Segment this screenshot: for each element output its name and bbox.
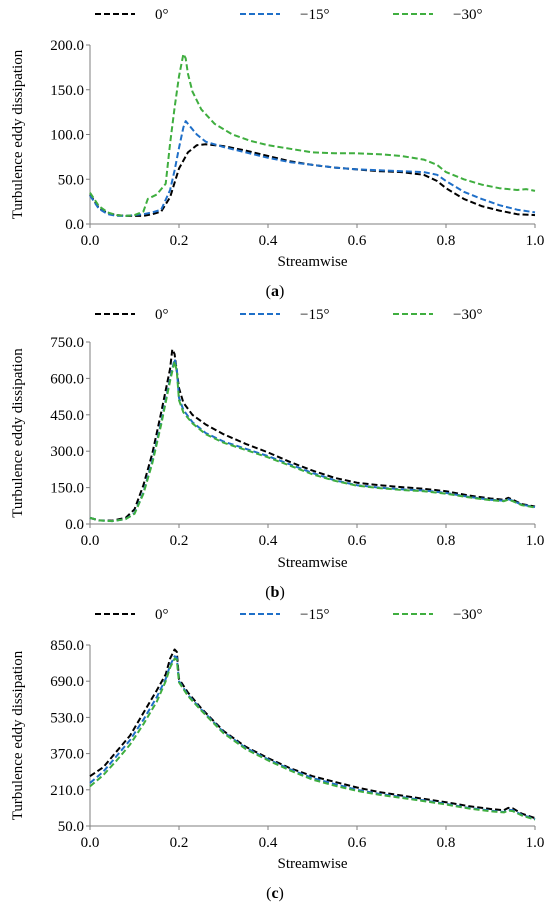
legend-label: 0° bbox=[155, 607, 169, 623]
x-tick-label: 0.4 bbox=[259, 533, 278, 549]
x-tick-label: 0.2 bbox=[170, 233, 189, 249]
x-tick-label: 0.4 bbox=[259, 835, 278, 851]
legend-label: −15° bbox=[300, 307, 329, 323]
y-tick-label: 50.0 bbox=[58, 172, 84, 188]
y-tick-label: 850.0 bbox=[50, 638, 84, 654]
panel-label: (a) bbox=[266, 283, 285, 300]
y-tick-label: 210.0 bbox=[50, 783, 84, 799]
series-line-0 bbox=[89, 348, 536, 522]
y-tick-label: 0.0 bbox=[65, 217, 84, 233]
legend-label: −30° bbox=[453, 7, 482, 23]
series-line-1 bbox=[89, 655, 536, 821]
chart-panel-0: 0° −15° −30° 0.0 0.2 0.4 0.6 0.8 1.0 0.0 50.0 100.0… bbox=[10, 7, 544, 300]
x-tick-label: 0.8 bbox=[437, 835, 456, 851]
y-tick-label: 370.0 bbox=[50, 747, 84, 763]
legend-label: 0° bbox=[155, 7, 169, 23]
series-line-2 bbox=[89, 657, 536, 821]
series-line-2 bbox=[89, 53, 536, 217]
x-tick-label: 0.6 bbox=[348, 233, 367, 249]
y-tick-label: 690.0 bbox=[50, 674, 84, 690]
panel-label: (c) bbox=[266, 885, 284, 902]
y-tick-label: 300.0 bbox=[50, 444, 84, 460]
x-tick-label: 1.0 bbox=[526, 233, 545, 249]
y-tick-label: 750.0 bbox=[50, 335, 84, 351]
x-tick-label: 1.0 bbox=[526, 835, 545, 851]
chart-panel-1: 0° −15° −30° 0.0 0.2 0.4 0.6 0.8 1.0 0.0 150.0 300.… bbox=[10, 307, 544, 601]
y-tick-label: 0.0 bbox=[65, 517, 84, 533]
y-tick-label: 100.0 bbox=[50, 128, 84, 144]
x-tick-label: 0.2 bbox=[170, 835, 189, 851]
x-tick-label: 0.6 bbox=[348, 835, 367, 851]
legend-label: −15° bbox=[300, 7, 329, 23]
y-axis-label: Turbulence eddy dissipation bbox=[10, 650, 26, 820]
legend-label: 0° bbox=[155, 307, 169, 323]
y-tick-label: 530.0 bbox=[50, 710, 84, 726]
y-tick-label: 200.0 bbox=[50, 38, 84, 54]
y-axis-label: Turbulence eddy dissipation bbox=[10, 348, 26, 518]
y-tick-label: 50.0 bbox=[58, 819, 84, 835]
x-tick-label: 0.0 bbox=[81, 835, 100, 851]
x-tick-label: 0.0 bbox=[81, 233, 100, 249]
x-axis-label: Streamwise bbox=[278, 555, 348, 571]
x-axis-label: Streamwise bbox=[278, 856, 348, 872]
y-tick-label: 600.0 bbox=[50, 371, 84, 387]
x-tick-label: 0.8 bbox=[437, 533, 456, 549]
x-tick-label: 0.8 bbox=[437, 233, 456, 249]
y-tick-label: 150.0 bbox=[50, 481, 84, 497]
x-tick-label: 0.4 bbox=[259, 233, 278, 249]
legend-label: −15° bbox=[300, 607, 329, 623]
x-tick-label: 1.0 bbox=[526, 533, 545, 549]
series-line-1 bbox=[89, 358, 536, 523]
series-line-0 bbox=[89, 648, 536, 820]
chart-panel-2: 0° −15° −30° 0.0 0.2 0.4 0.6 0.8 1.0 50.0 210.0 370… bbox=[10, 607, 544, 902]
series-line-2 bbox=[89, 360, 536, 523]
legend-label: −30° bbox=[453, 307, 482, 323]
legend-label: −30° bbox=[453, 607, 482, 623]
x-axis-label: Streamwise bbox=[278, 254, 348, 270]
y-tick-label: 150.0 bbox=[50, 83, 84, 99]
y-tick-label: 450.0 bbox=[50, 408, 84, 424]
x-tick-label: 0.0 bbox=[81, 533, 100, 549]
x-tick-label: 0.6 bbox=[348, 533, 367, 549]
x-tick-label: 0.2 bbox=[170, 533, 189, 549]
y-axis-label: Turbulence eddy dissipation bbox=[10, 49, 26, 219]
series-line-0 bbox=[89, 143, 536, 217]
series-line-1 bbox=[89, 120, 536, 217]
panel-label: (b) bbox=[265, 584, 285, 601]
